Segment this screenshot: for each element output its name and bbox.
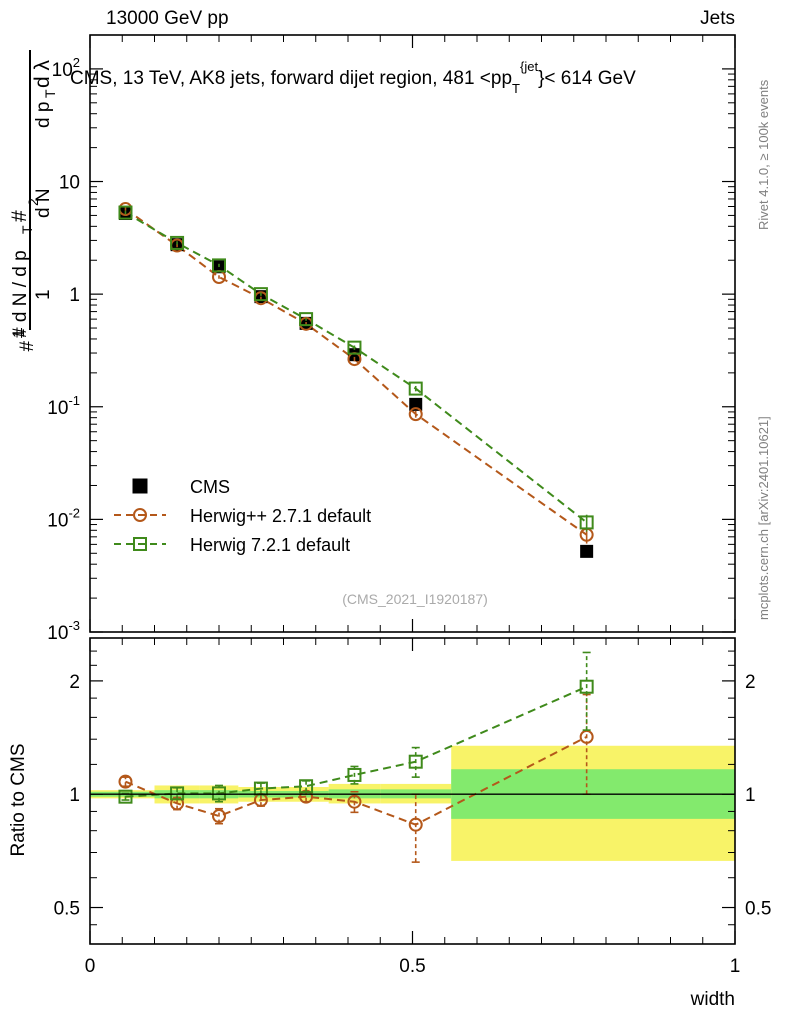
x-tick-label: 0.5: [399, 956, 425, 977]
legend-item-herwig-2-7-1-default[interactable]: Herwig++ 2.7.1 default: [114, 506, 371, 526]
svg-text:Ratio to CMS: Ratio to CMS: [8, 744, 29, 857]
x-tick-label: 1: [730, 956, 741, 977]
main-y-tick-labels: 102 10 1 10-1 10-2 10-3: [47, 55, 80, 644]
svg-text:Rivet 4.1.0, ≥ 100k events: Rivet 4.1.0, ≥ 100k events: [756, 79, 771, 230]
ratio-y-axis-label: Ratio to CMS: [8, 744, 29, 857]
marker-open-square: [170, 235, 185, 250]
ylabel-sub-pt2: T: [42, 89, 58, 98]
marker-open-square: [579, 515, 594, 530]
marker-open-circle: [408, 817, 423, 832]
x-tick-label: 0: [85, 956, 96, 977]
marker-open-square: [579, 679, 594, 694]
header-right: Jets: [700, 8, 735, 29]
title-main: CMS, 13 TeV, AK8 jets, forward dijet reg…: [70, 68, 501, 89]
marker-open-square: [212, 258, 226, 273]
marker-open-square: [253, 287, 268, 302]
main-panel: 102 10 1 10-1 10-2 10-3: [47, 34, 736, 644]
ratio-line: [125, 735, 588, 826]
ylabel-denominator: # d N / d p: [10, 250, 31, 338]
ylabel-sup-2: 2: [25, 198, 41, 206]
ratio-y-tick-label-right: 2: [745, 672, 756, 693]
ratio-panel: 2 21 10.5 0.5 0 0.5 1: [54, 637, 772, 977]
x-tick-labels: 0 0.5 1: [85, 956, 741, 977]
ylabel-d2n: d N: [33, 188, 54, 218]
ratio-y-tick-label: 1: [69, 785, 80, 806]
ratio-series-herwig-7-2-1-default: [118, 651, 594, 804]
main-axis-ticks: [89, 34, 736, 633]
main-y-tick-label: 102: [52, 55, 80, 81]
y-axis-label-composite: # d N / d p T # 1 d N 2 d p T d λ: [8, 50, 58, 338]
marker-open-square: [347, 340, 362, 355]
watermark: (CMS_2021_I1920187): [342, 591, 488, 607]
svg-text:mcplots.cern.ch [arXiv:2401.10: mcplots.cern.ch [arXiv:2401.10621]: [756, 416, 771, 620]
marker-open-circle: [347, 794, 362, 809]
ylabel-one: 1: [33, 289, 54, 300]
marker-open-circle: [118, 774, 133, 789]
main-y-tick-label: 10-1: [47, 393, 80, 419]
ylabel-dptdlambda: d p: [33, 102, 54, 128]
ratio-plot-frame: [89, 637, 736, 945]
title-sub: T: [512, 81, 520, 96]
ylabel-hash2: #: [8, 210, 31, 222]
main-y-tick-label: 10-3: [47, 618, 80, 644]
legend: CMS Herwig++ 2.7.1 default Herwig 7.2.1 de…: [114, 477, 371, 555]
ratio-y-tick-label-right: 0.5: [745, 899, 771, 920]
series-line-herwig++: [124, 208, 588, 536]
title-sup: {jet: [520, 59, 538, 74]
main-plot-frame: [89, 34, 736, 633]
main-y-tick-label: 10-2: [47, 505, 80, 531]
legend-item-cms[interactable]: CMS: [132, 477, 230, 497]
marker-open-square: [170, 786, 185, 801]
series-cms: [118, 207, 594, 558]
ratio-y-tick-label: 0.5: [54, 899, 80, 920]
ratio-y-tick-label: 2: [69, 672, 80, 693]
svg-text:CMS, 13 TeV, AK8 jets, forward: CMS, 13 TeV, AK8 jets, forward dijet reg…: [70, 59, 636, 96]
marker-open-circle: [133, 508, 147, 522]
main-y-tick-label: 1: [69, 285, 80, 306]
marker-open-square: [299, 779, 314, 794]
title-pt: p: [501, 68, 512, 89]
marker-open-square: [408, 381, 423, 396]
marker-open-square: [212, 786, 226, 801]
marker-open-square: [133, 537, 147, 551]
marker-open-square: [299, 312, 314, 327]
legend-label: Herwig 7.2.1 default: [190, 535, 350, 555]
marker-filled-square: [132, 478, 148, 494]
svg-text:#1: #1: [9, 328, 38, 351]
main-series-group: [118, 202, 594, 558]
marker-open-square: [347, 767, 362, 782]
marker-open-circle: [408, 407, 423, 422]
series-herwig-7-2-1-default: [118, 205, 594, 532]
ylabel-sub-pt1: T: [19, 225, 35, 234]
ylabel-hash1: #: [17, 341, 38, 352]
y-axis-label: #1: [9, 328, 38, 351]
marker-open-circle: [212, 809, 226, 824]
legend-label: Herwig++ 2.7.1 default: [190, 506, 371, 526]
marker-filled-square: [409, 397, 423, 411]
marker-open-square: [118, 205, 133, 220]
legend-label: CMS: [190, 477, 230, 497]
marker-open-square: [408, 754, 423, 769]
ratio-y-tick-label-right: 1: [745, 785, 756, 806]
main-y-tick-label: 10: [59, 173, 80, 194]
marker-open-square: [118, 789, 133, 804]
title-tail: }< 614 GeV: [538, 68, 636, 89]
x-axis-label: width: [690, 989, 735, 1010]
ratio-y-tick-labels: 2 2 1 1 0.5 0.5: [54, 672, 772, 920]
legend-item-herwig-7-2-1-default[interactable]: Herwig 7.2.1 default: [114, 535, 350, 555]
ratio-series-group: [118, 651, 594, 863]
side-text-top: Rivet 4.1.0, ≥ 100k events: [756, 79, 771, 230]
marker-filled-square: [580, 544, 594, 558]
plot-title: CMS, 13 TeV, AK8 jets, forward dijet reg…: [70, 59, 636, 96]
ylabel-dlambda: d λ: [31, 59, 54, 88]
side-text-bottom: mcplots.cern.ch [arXiv:2401.10621]: [756, 416, 771, 620]
header-left: 13000 GeV pp: [106, 8, 229, 29]
